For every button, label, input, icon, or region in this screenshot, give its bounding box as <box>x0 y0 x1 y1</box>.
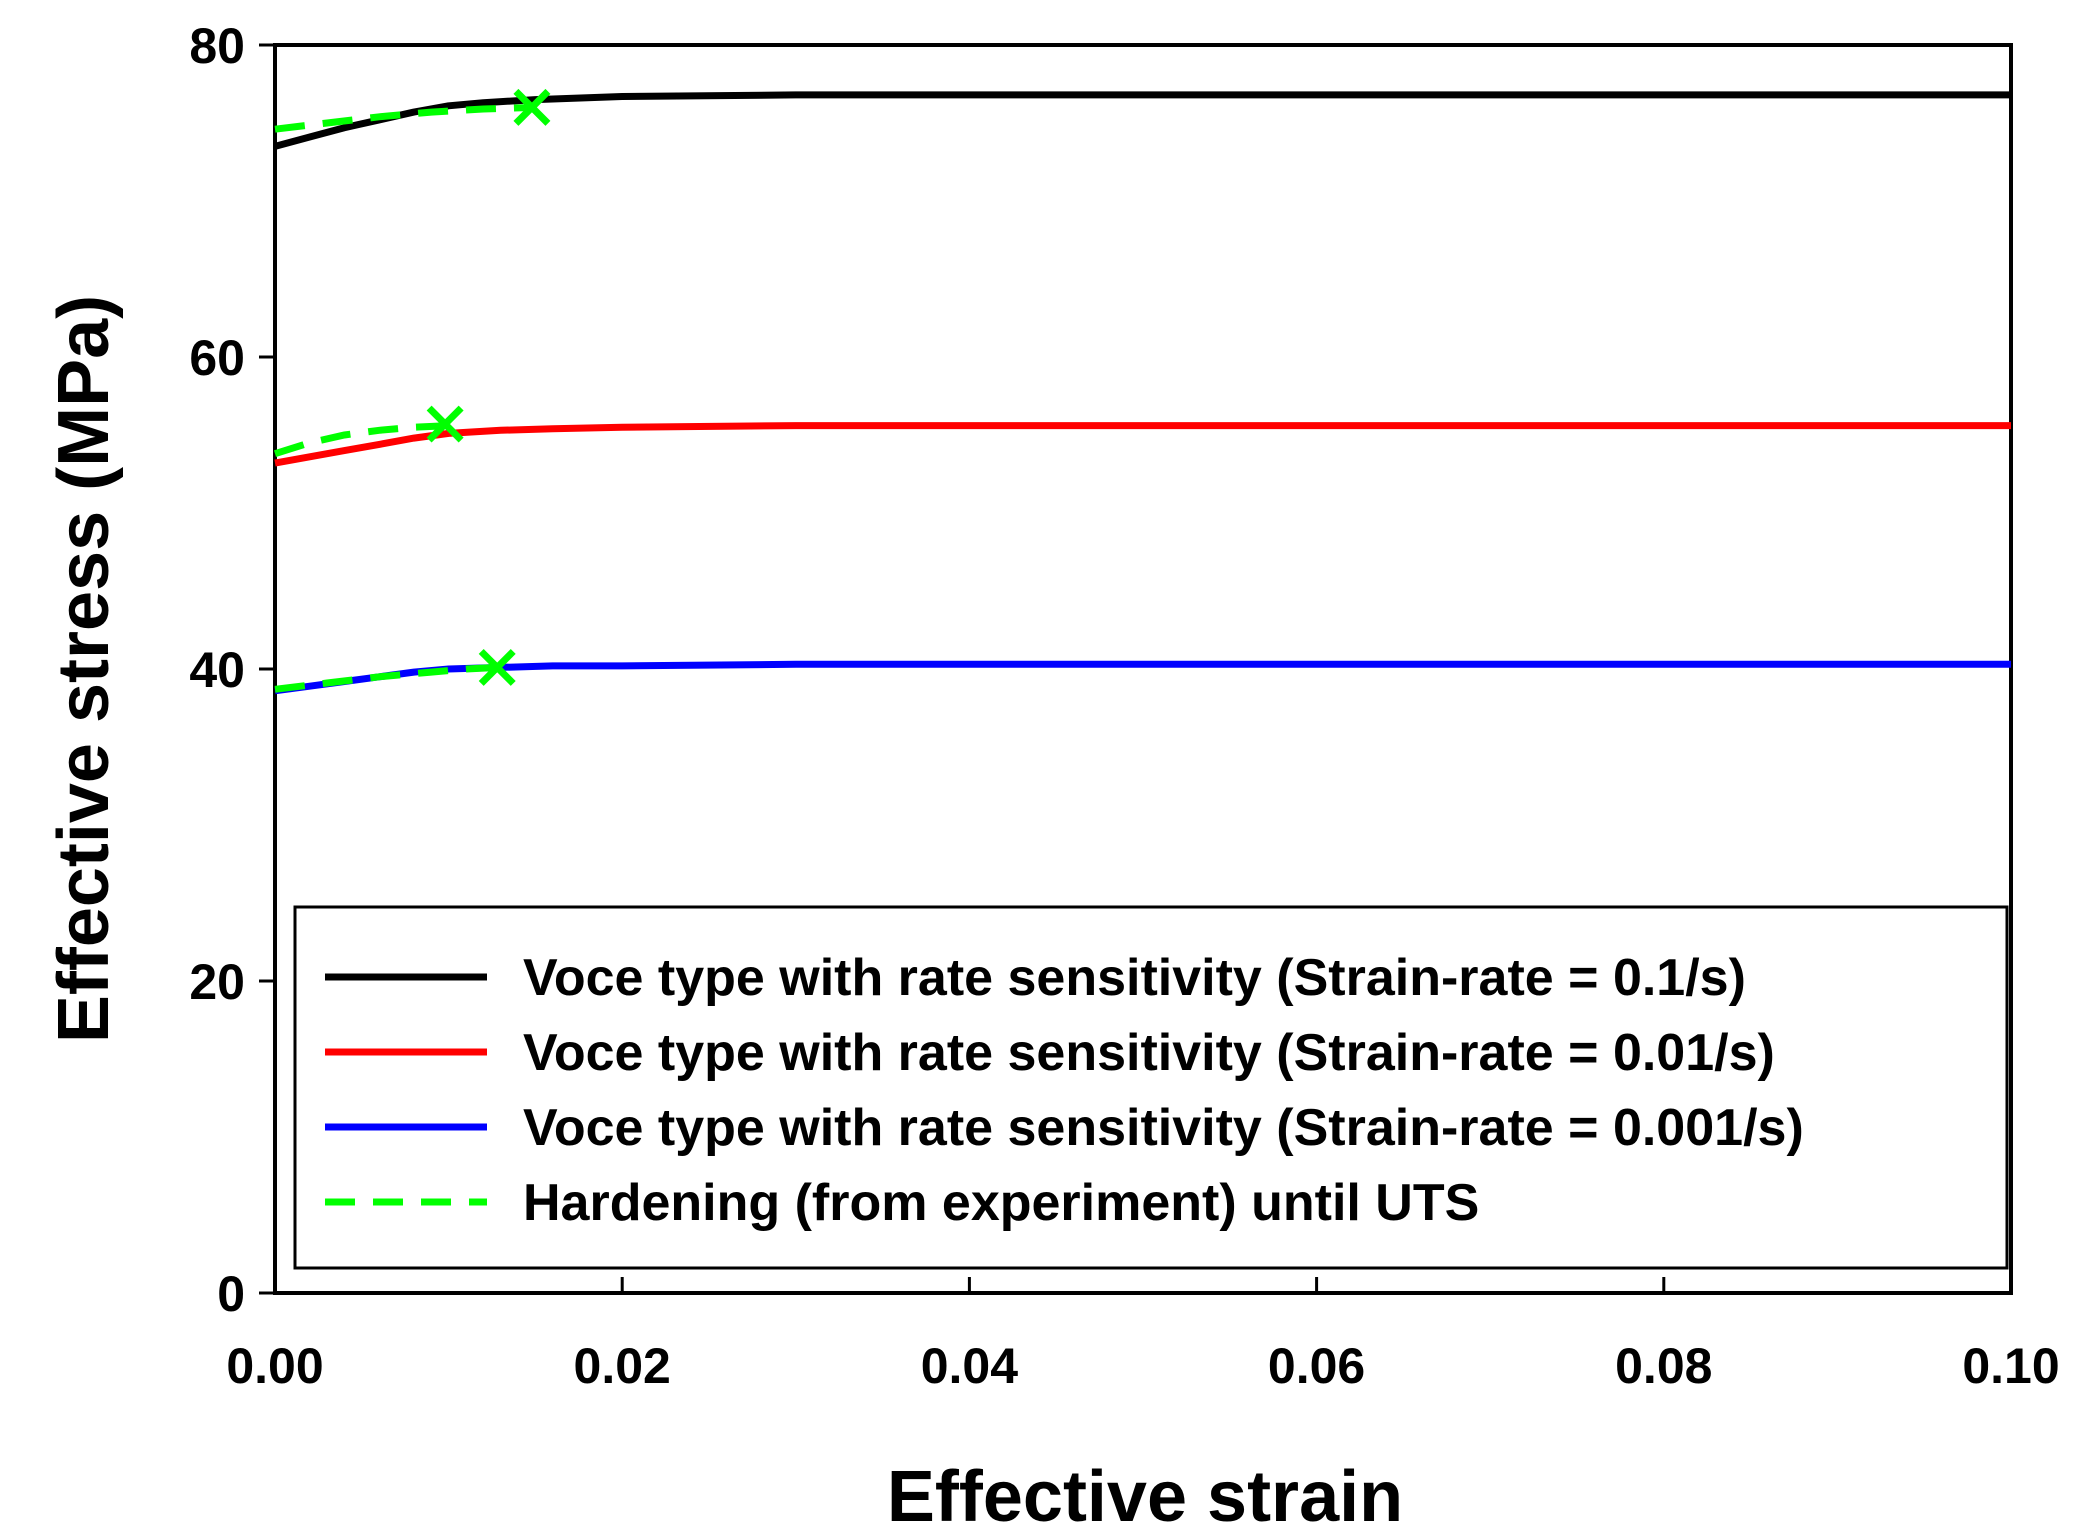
x-tick-label: 0.00 <box>226 1338 323 1394</box>
x-axis-title: Effective strain <box>887 1457 1403 1531</box>
y-tick-label: 20 <box>189 954 245 1010</box>
x-tick-label: 0.08 <box>1615 1338 1712 1394</box>
legend-box <box>293 905 2009 1270</box>
series-line-0 <box>274 91 2011 150</box>
uts-marker-1 <box>426 405 464 443</box>
y-tick-label: 40 <box>189 642 245 698</box>
uts-marker-0 <box>513 88 551 126</box>
y-tick-label: 0 <box>217 1266 245 1322</box>
uts-marker-2 <box>478 648 516 686</box>
x-axis-ticks: 0.00 0.02 0.04 0.06 0.08 0.10 <box>226 1277 2060 1394</box>
y-tick-label: 60 <box>189 330 245 386</box>
series-hardening-segment-1 <box>273 422 449 458</box>
x-tick-label: 0.10 <box>1962 1338 2059 1394</box>
series-hardening-segment-2 <box>274 663 498 693</box>
series-line-2 <box>274 660 2011 695</box>
legend-label-1: Voce type with rate sensitivity (Strain-… <box>523 1024 1775 1082</box>
series-hardening-segment-0 <box>274 103 536 133</box>
x-tick-label: 0.04 <box>921 1338 1019 1394</box>
uts-marker-layer <box>426 88 551 686</box>
y-tick-label: 80 <box>189 18 245 74</box>
y-axis-title: Effective stress (MPa) <box>44 295 124 1043</box>
legend-label-0: Voce type with rate sensitivity (Strain-… <box>523 949 1746 1007</box>
series-layer <box>273 91 2011 695</box>
x-tick-label: 0.06 <box>1268 1338 1365 1394</box>
legend-label-3: Hardening (from experiment) until UTS <box>523 1174 1479 1232</box>
x-tick-label: 0.02 <box>574 1338 671 1394</box>
series-line-1 <box>274 422 2011 467</box>
y-axis-ticks: 0 20 40 60 80 <box>189 18 275 1322</box>
legend-label-2: Voce type with rate sensitivity (Strain-… <box>523 1099 1804 1157</box>
legend: Voce type with rate sensitivity (Strain-… <box>293 905 2009 1270</box>
